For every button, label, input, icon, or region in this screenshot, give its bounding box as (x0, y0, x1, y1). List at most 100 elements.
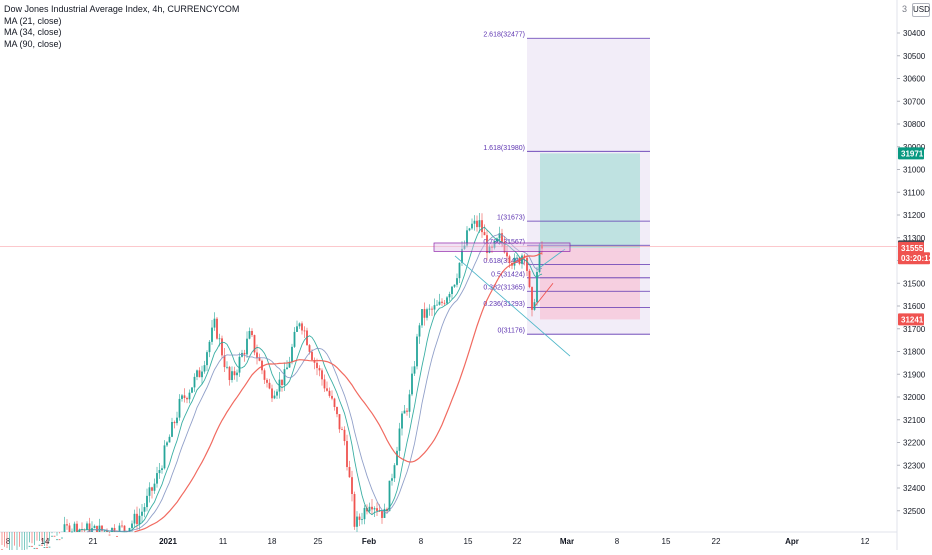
candle-body (108, 534, 111, 536)
trend-line[interactable] (539, 248, 566, 268)
candle-body (91, 528, 93, 532)
price-tick-label: 31000 (903, 166, 926, 175)
candle-body (296, 326, 298, 332)
candle-body (63, 524, 66, 532)
time-axis-label: 15 (464, 537, 473, 546)
candle-body (323, 379, 326, 389)
candle-body (351, 477, 353, 495)
candle-body (73, 523, 76, 532)
candle-body (308, 345, 311, 352)
indicator-ma-90[interactable]: MA (90, close) (4, 38, 62, 49)
candle-body (318, 368, 321, 371)
candle-body (458, 262, 461, 279)
trend-line[interactable] (454, 255, 571, 357)
candle-body (453, 284, 456, 287)
candle-body (88, 523, 91, 532)
candle-body (138, 515, 141, 525)
candle-body (476, 220, 478, 228)
candle-body (256, 352, 258, 358)
candle-body (408, 394, 411, 412)
price-tick-label: 32400 (903, 484, 926, 493)
candle-body (251, 330, 253, 336)
candle-body (346, 441, 348, 468)
candle-body (166, 442, 168, 446)
price-tick-label: 31100 (903, 188, 925, 197)
price-tick-label: 31600 (903, 302, 926, 311)
candle-body (246, 338, 248, 355)
candle-body (501, 233, 503, 242)
candle-body (183, 395, 186, 398)
candle-body (531, 287, 533, 310)
profit-zone[interactable] (540, 153, 640, 248)
candle-body (528, 270, 531, 288)
price-tick-label: 30700 (903, 97, 926, 106)
price-tick-label: 31500 (903, 279, 926, 288)
price-tick-label: 32000 (903, 393, 926, 402)
candle-body (116, 535, 118, 537)
candle-body (373, 508, 376, 510)
candle-body (451, 286, 453, 295)
candle-body (113, 527, 116, 532)
candle-body (53, 535, 56, 537)
candle-body (273, 395, 276, 399)
time-axis-label: Feb (362, 537, 376, 546)
candle-body (86, 523, 88, 530)
candle-body (456, 278, 458, 285)
loss-zone[interactable] (540, 247, 640, 320)
currency-selector[interactable]: 3 USD (900, 3, 930, 17)
moving-average-line (76, 226, 543, 533)
price-tick-label: 30600 (903, 75, 926, 84)
fib-level-label: 1(31673) (497, 215, 525, 222)
trend-line[interactable] (534, 282, 554, 307)
candle-body (158, 470, 161, 474)
candle-body (41, 544, 43, 546)
candle-body (56, 539, 58, 541)
candle-body (61, 537, 63, 539)
candle-body (141, 511, 143, 516)
price-label-stop (898, 313, 924, 326)
candle-body (101, 525, 103, 531)
price-label-target-text: 31971 (901, 149, 924, 158)
candle-body (461, 248, 463, 263)
candle-body (413, 366, 416, 374)
candle-body (201, 371, 203, 378)
candle-body (206, 352, 208, 366)
candle-body (178, 398, 181, 418)
candle-body (471, 223, 473, 229)
price-tick-label: 32300 (903, 461, 926, 470)
candle-body (448, 294, 451, 298)
indicator-ma-34[interactable]: MA (34, close) (4, 27, 62, 37)
candle-body (226, 366, 228, 368)
candle-body (146, 495, 148, 508)
candle-body (96, 525, 98, 532)
candle-body (58, 539, 61, 541)
candle-body (123, 525, 126, 532)
candle-body (33, 547, 36, 549)
candle-body (76, 523, 78, 532)
time-axis-label: Mar (560, 537, 574, 546)
candle-body (193, 376, 196, 388)
indicator-ma-21[interactable]: MA (21, close) (4, 15, 62, 26)
candle-body (416, 336, 418, 367)
candle-body (131, 523, 133, 528)
time-axis-label: 12 (861, 537, 870, 546)
candle-body (243, 352, 246, 355)
time-axis-label: 14 (41, 537, 50, 546)
candle-body (93, 525, 96, 529)
candle-body (518, 257, 521, 264)
candle-body (338, 414, 341, 430)
resistance-rectangle[interactable] (433, 242, 571, 252)
price-tick-label: 31800 (903, 348, 926, 357)
candle-body (486, 235, 488, 253)
symbol-title[interactable]: Dow Jones Industrial Average Index, 4h, … (4, 4, 240, 14)
currency-button[interactable]: USD (912, 3, 930, 17)
candle-body (388, 480, 391, 512)
candle-body (293, 331, 296, 347)
candle-body (306, 330, 308, 346)
chart-legend: Dow Jones Industrial Average Index, 4h, … (4, 4, 239, 50)
candle-body (383, 508, 386, 518)
candle-body (261, 360, 263, 371)
candle-body (266, 379, 268, 383)
